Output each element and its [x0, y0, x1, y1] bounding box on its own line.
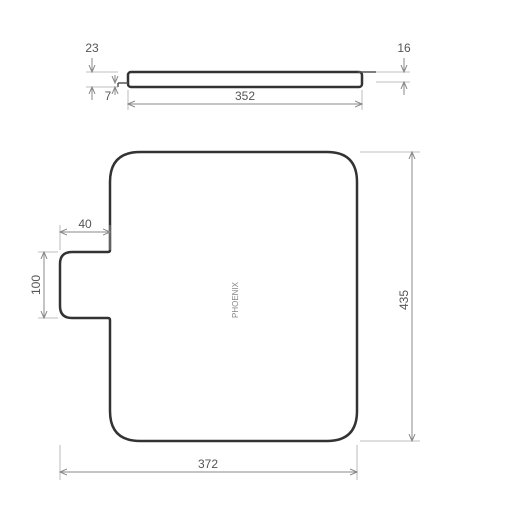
dim-top-lip: 16 [397, 41, 411, 55]
dim-top-width: 352 [235, 89, 255, 103]
front-view: PHOENIX 372 435 100 40 [29, 152, 420, 480]
top-view: 352 23 7 16 [85, 41, 411, 110]
dim-top-height: 23 [85, 41, 99, 55]
dim-tab-height: 100 [29, 275, 43, 295]
brand-label: PHOENIX [231, 281, 240, 318]
dim-front-height: 435 [397, 290, 411, 310]
dim-top-step: 7 [105, 89, 112, 103]
board-outline [60, 152, 357, 441]
dim-front-width: 372 [198, 457, 218, 471]
dim-tab-width: 40 [78, 217, 92, 231]
